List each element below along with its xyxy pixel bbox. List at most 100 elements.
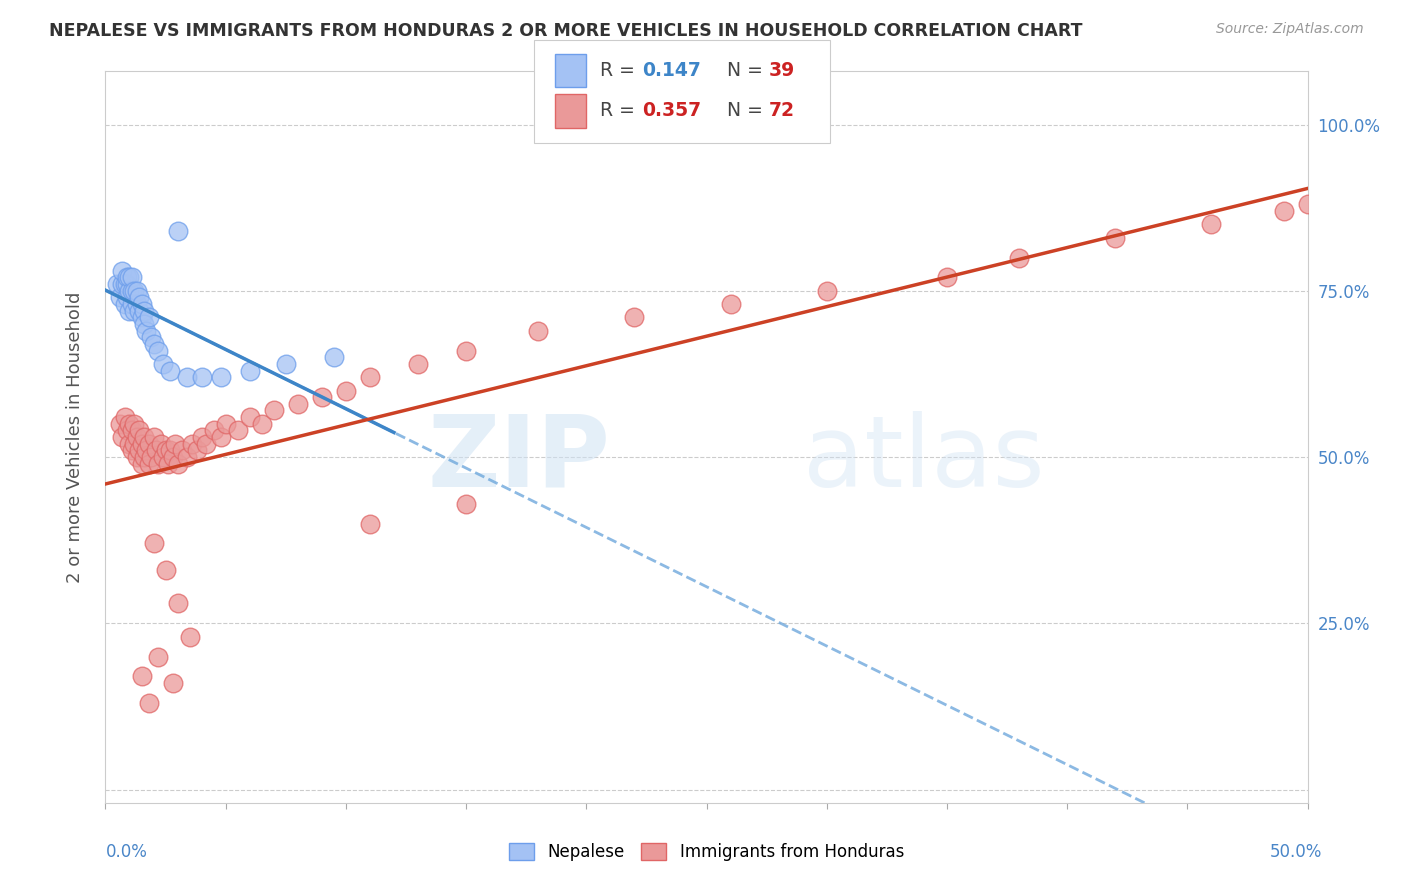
Point: [115, 424, 138, 438]
Point: [115, 290, 138, 304]
Point: [121, 443, 143, 458]
Point: [145, 443, 167, 458]
Point: [132, 450, 155, 464]
Point: [124, 436, 146, 450]
Point: [209, 430, 232, 444]
Point: [128, 443, 150, 458]
Point: [121, 297, 143, 311]
Point: [190, 430, 212, 444]
Point: [209, 370, 232, 384]
Point: [124, 284, 146, 298]
Point: [815, 284, 838, 298]
Point: [135, 443, 157, 458]
Point: [114, 297, 136, 311]
Point: [118, 436, 141, 450]
Point: [172, 443, 194, 458]
Point: [1296, 197, 1319, 211]
Point: [128, 303, 150, 318]
Point: [274, 357, 297, 371]
Point: [121, 424, 143, 438]
Point: [128, 424, 150, 438]
Point: [108, 417, 131, 431]
Point: [139, 330, 162, 344]
Point: [139, 450, 162, 464]
Point: [335, 384, 357, 398]
Text: R =: R =: [600, 61, 641, 80]
Point: [108, 290, 131, 304]
Point: [121, 270, 143, 285]
Point: [111, 430, 134, 444]
Point: [156, 457, 179, 471]
Point: [131, 436, 153, 450]
Point: [114, 277, 136, 292]
Point: [1201, 217, 1223, 231]
Point: [406, 357, 429, 371]
Point: [1104, 230, 1126, 244]
Point: [166, 596, 188, 610]
Point: [125, 450, 148, 464]
Point: [148, 457, 170, 471]
Point: [720, 297, 742, 311]
Point: [623, 310, 645, 325]
Point: [138, 310, 160, 325]
Text: ZIP: ZIP: [427, 410, 610, 508]
Legend: Nepalese, Immigrants from Honduras: Nepalese, Immigrants from Honduras: [502, 836, 911, 868]
Point: [115, 277, 138, 292]
Point: [159, 443, 181, 458]
Point: [179, 630, 201, 644]
Text: 0.0%: 0.0%: [105, 843, 148, 861]
Point: [142, 430, 165, 444]
Text: atlas: atlas: [803, 410, 1045, 508]
Point: [155, 443, 177, 458]
Point: [124, 303, 146, 318]
Point: [118, 417, 141, 431]
Point: [124, 417, 146, 431]
Point: [239, 410, 262, 425]
Point: [159, 363, 181, 377]
Point: [107, 277, 129, 292]
Text: 50.0%: 50.0%: [1270, 843, 1322, 861]
Point: [155, 563, 177, 577]
Point: [118, 284, 141, 298]
Text: 0.147: 0.147: [643, 61, 702, 80]
Point: [226, 424, 249, 438]
Point: [359, 516, 381, 531]
Point: [148, 343, 170, 358]
Point: [114, 410, 136, 425]
Point: [202, 424, 225, 438]
Point: [166, 457, 188, 471]
Point: [152, 450, 174, 464]
Point: [239, 363, 262, 377]
Point: [132, 317, 155, 331]
Point: [138, 436, 160, 450]
Text: N =: N =: [727, 101, 769, 120]
Point: [111, 277, 134, 292]
Point: [287, 397, 309, 411]
Point: [190, 370, 212, 384]
Point: [1008, 251, 1031, 265]
Point: [115, 270, 138, 285]
Point: [162, 450, 184, 464]
Point: [176, 450, 198, 464]
Point: [166, 224, 188, 238]
Text: Source: ZipAtlas.com: Source: ZipAtlas.com: [1216, 22, 1364, 37]
Y-axis label: 2 or more Vehicles in Household: 2 or more Vehicles in Household: [66, 292, 84, 582]
Point: [359, 370, 381, 384]
Point: [195, 436, 218, 450]
Point: [214, 417, 236, 431]
Point: [118, 303, 141, 318]
Point: [131, 457, 153, 471]
Point: [111, 264, 134, 278]
Point: [322, 351, 344, 365]
Point: [181, 436, 204, 450]
Point: [1272, 204, 1295, 219]
Point: [152, 357, 174, 371]
Point: [142, 536, 165, 550]
Point: [176, 370, 198, 384]
Text: NEPALESE VS IMMIGRANTS FROM HONDURAS 2 OR MORE VEHICLES IN HOUSEHOLD CORRELATION: NEPALESE VS IMMIGRANTS FROM HONDURAS 2 O…: [49, 22, 1083, 40]
Point: [263, 403, 285, 417]
Point: [142, 337, 165, 351]
Point: [186, 443, 208, 458]
Point: [131, 297, 153, 311]
Point: [162, 676, 184, 690]
